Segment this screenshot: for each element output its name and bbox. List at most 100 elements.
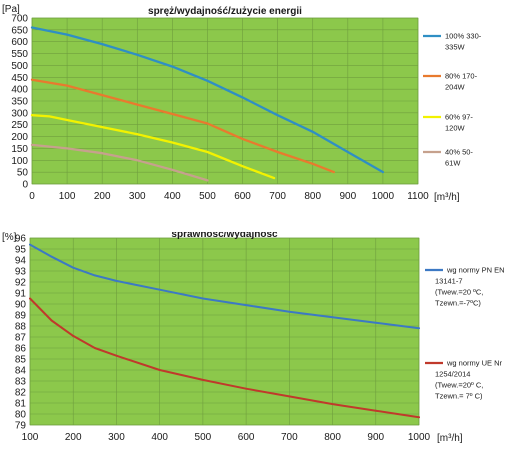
- x-axis-label: [m³/h]: [434, 192, 460, 203]
- x-tick-label: 700: [269, 191, 286, 202]
- x-tick-label: 500: [195, 432, 212, 443]
- data-point-2: [115, 354, 118, 357]
- data-point-1: [136, 53, 139, 56]
- data-point-2: [418, 416, 420, 419]
- data-point-3: [171, 141, 174, 144]
- x-tick-label: 600: [234, 191, 251, 202]
- y-tick-label: 700: [11, 14, 28, 25]
- data-point-2: [241, 138, 244, 140]
- data-point-4: [171, 168, 174, 171]
- data-point-4: [101, 152, 104, 155]
- legend-label-2: 80% 170-: [445, 72, 478, 81]
- data-point-4: [206, 179, 209, 182]
- data-point-3: [136, 133, 139, 136]
- data-point-2: [288, 395, 291, 398]
- y-tick-label: 86: [15, 344, 27, 355]
- legend-label-1: (Twew.=20 ºC,: [435, 288, 483, 297]
- data-point-1: [158, 288, 161, 291]
- data-point-1: [93, 274, 96, 277]
- legend-label-2: wg normy UE Nr: [446, 359, 503, 368]
- x-tick-label: 200: [65, 432, 82, 443]
- chart-pressure-flow: 0501001502002503003504004505005506006507…: [2, 4, 482, 203]
- y-tick-label: 80: [15, 410, 27, 421]
- legend-label-4: 40% 50-: [445, 148, 473, 157]
- x-tick-label: 300: [108, 432, 125, 443]
- data-point-1: [50, 255, 53, 258]
- data-point-1: [382, 171, 384, 174]
- legend-label-2: 1254/2014: [435, 370, 470, 379]
- data-point-2: [101, 94, 104, 96]
- data-point-2: [31, 78, 33, 81]
- y-tick-label: 85: [15, 355, 27, 366]
- data-point-1: [245, 304, 248, 306]
- legend-label-3: 60% 97-: [445, 113, 473, 122]
- y-axis-label: [Pa]: [2, 4, 20, 15]
- data-point-3: [273, 177, 276, 179]
- data-point-1: [101, 43, 104, 45]
- data-point-1: [311, 130, 314, 133]
- legend-label-4: 61W: [445, 159, 461, 168]
- y-tick-label: 500: [11, 61, 28, 72]
- y-axis-label: [%]: [2, 232, 17, 243]
- data-point-2: [245, 387, 248, 390]
- x-tick-label: 100: [59, 191, 76, 202]
- y-tick-label: 91: [15, 289, 27, 300]
- y-tick-label: 94: [15, 256, 27, 267]
- data-point-1: [115, 280, 118, 282]
- y-tick-label: 79: [15, 421, 27, 432]
- series-line-2: [30, 78, 335, 174]
- data-point-2: [331, 403, 334, 405]
- y-tick-label: 87: [15, 333, 27, 344]
- data-point-1: [288, 310, 291, 313]
- data-point-2: [276, 151, 279, 153]
- y-tick-label: 82: [15, 388, 27, 399]
- y-tick-label: 96: [15, 234, 27, 245]
- data-point-2: [72, 335, 75, 337]
- y-tick-label: 150: [11, 144, 28, 155]
- data-point-2: [29, 297, 31, 300]
- x-tick-label: 900: [367, 432, 384, 443]
- data-point-2: [50, 319, 53, 322]
- x-tick-label: 400: [164, 191, 181, 202]
- y-tick-label: 81: [15, 399, 27, 410]
- data-point-4: [31, 143, 33, 146]
- series-line-4: [30, 143, 209, 182]
- y-tick-label: 83: [15, 377, 27, 388]
- y-tick-label: 400: [11, 85, 28, 96]
- y-tick-label: 92: [15, 278, 27, 289]
- x-tick-label: 1100: [407, 191, 429, 202]
- y-tick-label: 88: [15, 322, 27, 333]
- data-point-1: [374, 321, 377, 324]
- y-tick-label: 100: [11, 156, 28, 167]
- x-tick-label: 700: [281, 432, 298, 443]
- x-axis-label: [m³/h]: [437, 433, 463, 444]
- x-tick-label: 1000: [408, 432, 431, 443]
- data-point-1: [201, 297, 204, 300]
- data-point-2: [93, 347, 96, 349]
- data-point-1: [72, 266, 75, 269]
- data-point-3: [48, 115, 51, 118]
- data-point-2: [136, 103, 139, 106]
- data-point-2: [66, 84, 68, 87]
- data-point-1: [206, 79, 209, 82]
- legend-label-3: 120W: [445, 124, 466, 133]
- legend-label-2: 204W: [445, 83, 466, 92]
- x-tick-label: 500: [199, 191, 216, 202]
- series-line-1: [29, 243, 420, 330]
- chart-title: sprawność/wydajność: [171, 232, 278, 240]
- chart-title: spręż/wydajność/zużycie energii: [148, 6, 302, 17]
- data-point-3: [101, 126, 104, 128]
- plot-area: [29, 237, 420, 426]
- data-point-2: [158, 369, 161, 371]
- x-tick-label: 800: [324, 432, 341, 443]
- legend-label-1: wg normy PN EN: [446, 266, 505, 275]
- series-line-2: [29, 297, 420, 419]
- y-tick-label: 600: [11, 37, 28, 48]
- data-point-1: [241, 96, 244, 99]
- y-tick-label: 90: [15, 300, 27, 311]
- legend-label-2: Tzewn.= 7º C): [435, 392, 483, 401]
- x-tick-label: 400: [151, 432, 168, 443]
- data-point-2: [374, 409, 377, 412]
- data-point-1: [171, 65, 174, 68]
